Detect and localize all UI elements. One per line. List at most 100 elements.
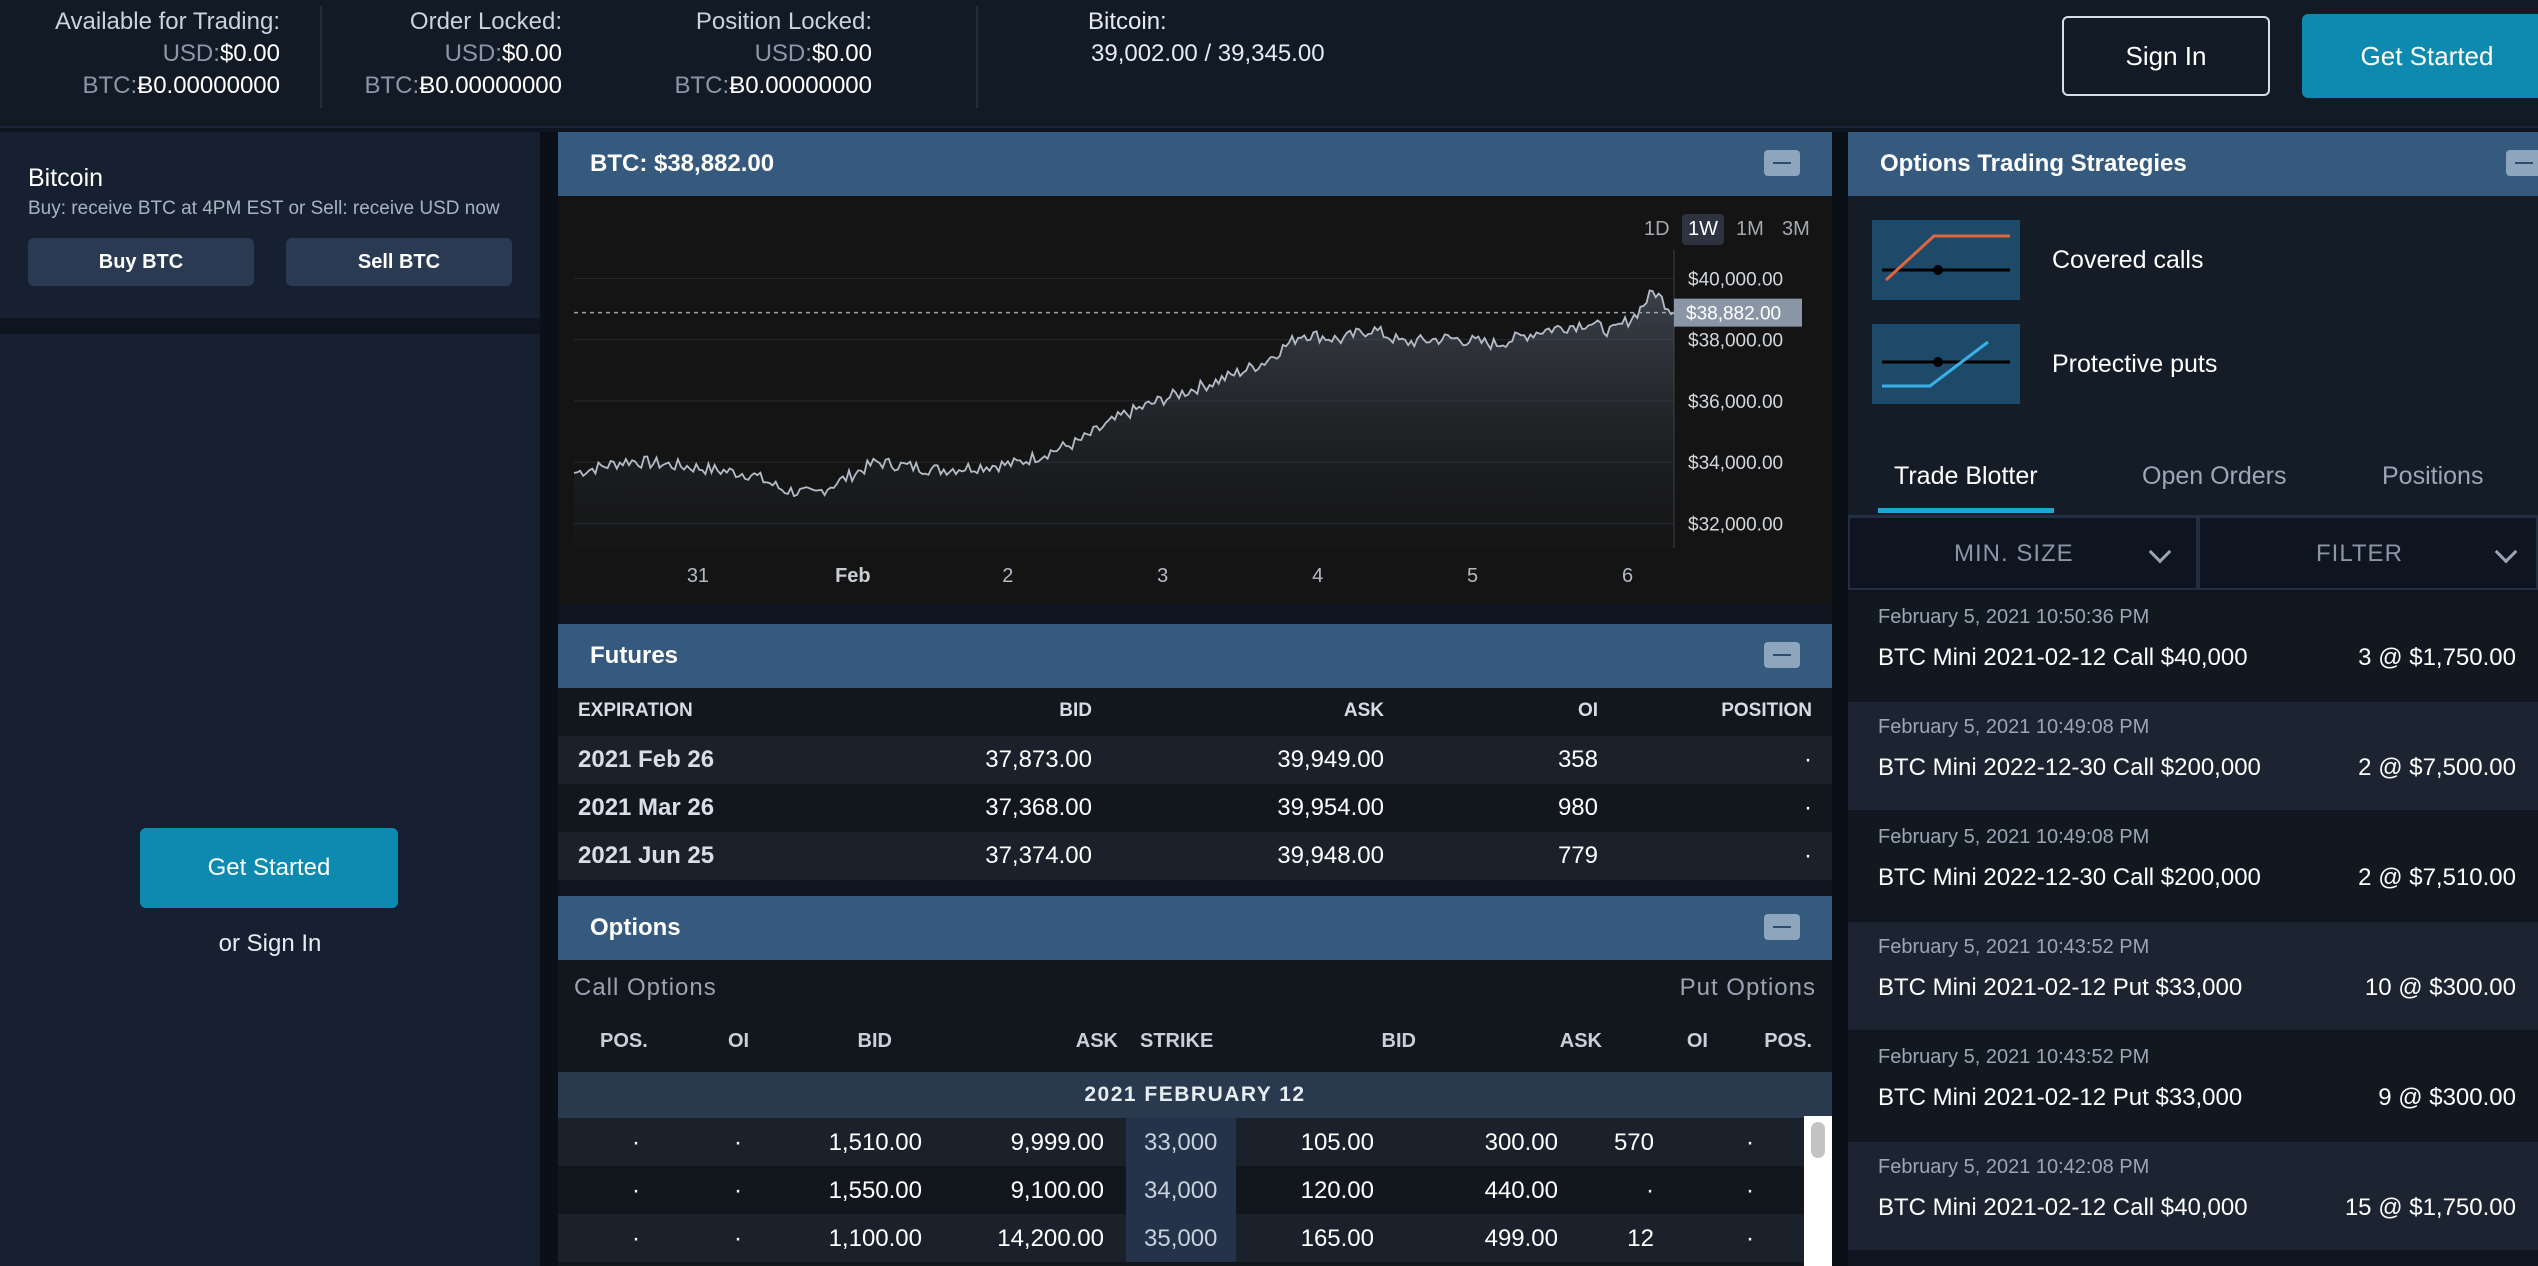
trade-description: BTC Mini 2021-02-12 Put $33,000 [1878, 1084, 2243, 1111]
protective-puts-label[interactable]: Protective puts [2052, 350, 2218, 378]
col-call-pos: POS. [600, 1030, 648, 1052]
trade-time: February 5, 2021 10:49:08 PM [1878, 716, 2150, 738]
expiry-group-header: 2021 FEBRUARY 12 [558, 1072, 1832, 1118]
call-ask[interactable]: 14,200.00 [997, 1225, 1104, 1252]
put-ask[interactable]: 499.00 [1484, 1225, 1558, 1252]
covered-call-chart-icon[interactable] [1872, 220, 2020, 300]
covered-calls-label[interactable]: Covered calls [2052, 246, 2204, 274]
position-locked-btc-value: Ƀ0.00000000 [729, 72, 872, 99]
put-bid[interactable]: 105.00 [1300, 1129, 1374, 1156]
current-price-tag [1674, 298, 1802, 327]
available-balance: Available for Trading: USD:$0.00 BTC:Ƀ0.… [40, 6, 280, 102]
strike-cell-bg [1126, 1166, 1236, 1214]
put-bid[interactable]: 165.00 [1300, 1225, 1374, 1252]
put-ask[interactable]: 300.00 [1484, 1129, 1558, 1156]
futures-title: Futures [590, 642, 679, 669]
options-title: Options [590, 914, 681, 941]
trade-quantity: 15 @ $1,750.00 [2344, 1194, 2516, 1221]
sell-btc-button[interactable]: Sell BTC [286, 238, 512, 286]
price-area [574, 290, 1674, 548]
put-bid[interactable]: 120.00 [1300, 1177, 1374, 1204]
put-ask[interactable]: 440.00 [1484, 1177, 1558, 1204]
tab-positions[interactable]: Positions [2382, 462, 2484, 490]
call-bid[interactable]: 1,550.00 [828, 1177, 922, 1204]
position-locked-title: Position Locked: [695, 8, 872, 35]
minimize-options-icon[interactable] [1764, 914, 1800, 940]
trade-quantity: 3 @ $1,750.00 [2358, 644, 2516, 671]
option-row[interactable]: · · 1,550.00 9,100.00 34,000 120.00 440.… [558, 1166, 1806, 1214]
protective-put-chart-icon[interactable] [1872, 324, 2020, 404]
bitcoin-subtitle: Buy: receive BTC at 4PM EST or Sell: rec… [28, 198, 500, 219]
col-put-oi: OI [1686, 1030, 1708, 1052]
top-bar: Available for Trading: USD:$0.00 BTC:Ƀ0.… [0, 0, 2538, 128]
futures-row[interactable]: 2021 Feb 26 37,873.00 39,949.00 358 · [558, 736, 1832, 784]
x-tick-label: 3 [1157, 565, 1168, 587]
col-call-ask: ASK [1075, 1030, 1118, 1052]
header-divider [320, 6, 322, 108]
range-3m[interactable]: 3M [1782, 218, 1810, 240]
futures-row[interactable]: 2021 Mar 26 37,368.00 39,954.00 980 · [558, 784, 1832, 832]
x-tick-label: 31 [687, 565, 709, 587]
minimize-strategies-icon[interactable] [2506, 150, 2538, 176]
min-size-dropdown[interactable]: MIN. SIZE [1848, 516, 2198, 590]
call-ask[interactable]: 9,999.00 [1010, 1129, 1104, 1156]
option-row[interactable]: · · 1,100.00 14,200.00 35,000 165.00 499… [558, 1214, 1806, 1262]
trade-item[interactable]: February 5, 2021 10:49:08 PM BTC Mini 20… [1848, 812, 2538, 920]
minimize-chart-icon[interactable] [1764, 150, 1800, 176]
trade-item[interactable]: February 5, 2021 10:43:52 PM BTC Mini 20… [1848, 1032, 2538, 1140]
put-oi: 12 [1627, 1225, 1654, 1252]
ask: 39,949.00 [1277, 746, 1384, 773]
put-pos: · [1746, 1177, 1754, 1204]
futures-table: EXPIRATION BID ASK OI POSITION 2021 Feb … [558, 688, 1832, 880]
trade-item[interactable]: February 5, 2021 10:50:36 PM BTC Mini 20… [1848, 592, 2538, 700]
call-bid[interactable]: 1,510.00 [828, 1129, 922, 1156]
order-locked-btc-label: BTC: [364, 72, 420, 99]
order-locked-btc-value: Ƀ0.00000000 [419, 72, 562, 99]
call-bid[interactable]: 1,100.00 [828, 1225, 922, 1252]
or-sign-in-link[interactable]: or Sign In [218, 930, 322, 957]
range-1w[interactable]: 1W [1682, 214, 1724, 245]
trade-item[interactable]: February 5, 2021 10:49:08 PM BTC Mini 20… [1848, 702, 2538, 810]
order-locked-balance: Order Locked: USD:$0.00 BTC:Ƀ0.00000000 [330, 6, 562, 102]
get-started-left-button[interactable]: Get Started [140, 828, 398, 908]
minimize-futures-icon[interactable] [1764, 642, 1800, 668]
chart-panel-header: BTC: $38,882.00 [558, 132, 1832, 196]
col-ask: ASK [1343, 700, 1384, 721]
call-pos: · [632, 1177, 640, 1204]
btc-price-title: BTC: $38,882.00 [590, 150, 775, 177]
bitcoin-title: Bitcoin [28, 164, 104, 192]
futures-row[interactable]: 2021 Jun 25 37,374.00 39,948.00 779 · [558, 832, 1832, 880]
trade-item[interactable]: February 5, 2021 10:42:08 PM BTC Mini 20… [1848, 1142, 2538, 1250]
chevron-down-icon [2494, 540, 2518, 564]
call-oi: · [734, 1177, 742, 1204]
trade-item[interactable]: February 5, 2021 10:43:52 PM BTC Mini 20… [1848, 922, 2538, 1030]
expiration: 2021 Jun 25 [578, 842, 715, 869]
expiration: 2021 Mar 26 [578, 794, 715, 821]
call-pos: · [632, 1129, 640, 1156]
put-oi: · [1646, 1177, 1654, 1204]
tab-open-orders[interactable]: Open Orders [2142, 462, 2287, 490]
call-ask[interactable]: 9,100.00 [1010, 1177, 1104, 1204]
col-expiration: EXPIRATION [578, 700, 693, 721]
bid: 37,873.00 [985, 746, 1092, 773]
tab-trade-blotter[interactable]: Trade Blotter [1894, 462, 2038, 490]
buy-btc-button[interactable]: Buy BTC [28, 238, 254, 286]
y-tick-label: $40,000.00 [1688, 269, 1783, 290]
order-locked-usd-value: $0.00 [501, 40, 562, 67]
order-locked-title: Order Locked: [409, 8, 562, 35]
price-chart-svg: $40,000.00 $38,000.00 $36,000.00 $34,000.00… [573, 250, 1802, 587]
trade-description: BTC Mini 2022-12-30 Call $200,000 [1878, 864, 2261, 891]
filter-dropdown[interactable]: FILTER [2198, 516, 2538, 590]
get-started-button[interactable]: Get Started [2302, 14, 2538, 98]
x-tick-label: 5 [1467, 565, 1478, 587]
sign-in-button[interactable]: Sign In [2062, 16, 2270, 96]
trade-time: February 5, 2021 10:49:08 PM [1878, 826, 2150, 848]
option-row[interactable]: · · 1,510.00 9,999.00 33,000 105.00 300.… [558, 1118, 1806, 1166]
options-chain: Call Options Put Options POS. OI BID ASK… [558, 960, 1832, 1266]
x-tick-label: 2 [1002, 565, 1013, 587]
call-pos: · [632, 1225, 640, 1252]
range-1m[interactable]: 1M [1736, 218, 1764, 240]
current-price-label: $38,882.00 [1686, 304, 1781, 325]
range-1d[interactable]: 1D [1644, 218, 1670, 240]
options-scrollbar-thumb[interactable] [1811, 1122, 1825, 1158]
